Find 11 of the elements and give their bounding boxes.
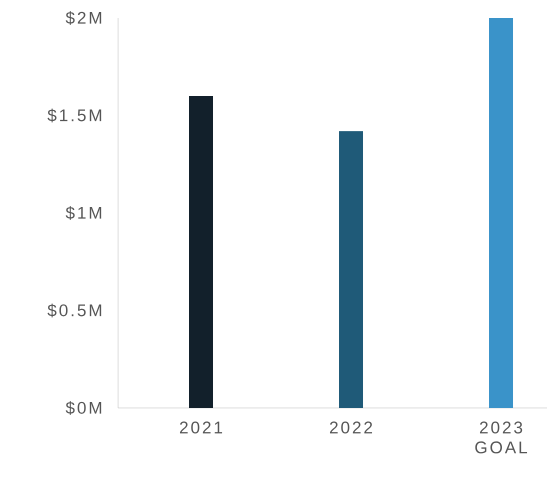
bar bbox=[189, 96, 214, 408]
y-tick-label: $0.5M bbox=[48, 304, 102, 318]
bar bbox=[339, 131, 364, 408]
y-tick-label: $2M bbox=[66, 11, 102, 25]
y-tick-label: $1.5M bbox=[48, 108, 102, 122]
bar bbox=[489, 18, 514, 408]
y-tick-label: $1M bbox=[66, 206, 102, 220]
y-tick-label: $0M bbox=[66, 401, 102, 415]
x-tick-label: 2023 GOAL bbox=[475, 422, 528, 454]
x-tick-label: 2021 bbox=[180, 422, 222, 434]
x-tick-label: 2022 bbox=[330, 422, 372, 434]
